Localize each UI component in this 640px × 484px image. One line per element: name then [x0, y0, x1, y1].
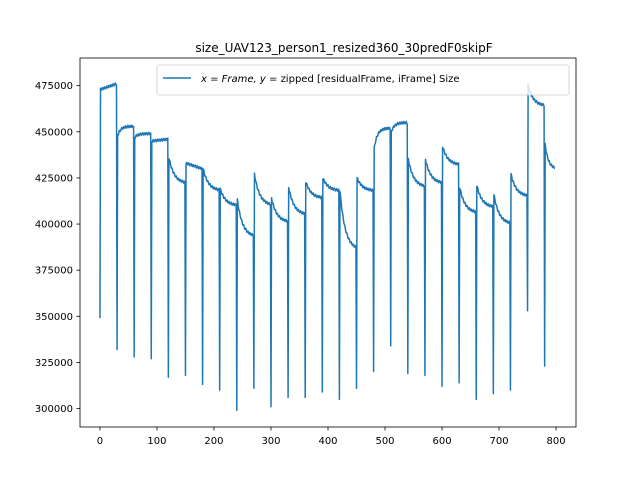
y-tick-label: 375000 [35, 266, 73, 277]
y-tick-label: 350000 [35, 312, 73, 323]
legend-label: x = Frame, y = zipped [residualFrame, iF… [200, 74, 460, 85]
y-tick-label: 450000 [35, 127, 73, 138]
chart-title: size_UAV123_person1_resized360_30predF0s… [195, 41, 492, 55]
x-tick-label: 400 [318, 436, 337, 447]
y-tick-label: 425000 [35, 173, 73, 184]
y-tick-label: 475000 [35, 81, 73, 92]
x-tick-label: 0 [97, 436, 103, 447]
series-line [99, 82, 556, 412]
x-tick-label: 300 [261, 436, 280, 447]
y-tick-label: 325000 [35, 358, 73, 369]
plot-area-frame [79, 57, 577, 428]
y-tick-label: 300000 [35, 404, 73, 415]
x-tick-label: 200 [204, 436, 223, 447]
legend-label-math: x = Frame, y = [200, 74, 281, 85]
x-axis-ticks: 0 100 200 300 400 500 600 700 800 [97, 427, 566, 447]
legend-box [156, 64, 570, 96]
legend-label-text: zipped [residualFrame, iFrame] Size [281, 74, 460, 85]
x-tick-label: 700 [489, 436, 508, 447]
y-tick-label: 400000 [35, 220, 73, 231]
x-tick-label: 800 [546, 436, 565, 447]
x-tick-label: 500 [375, 436, 394, 447]
y-axis-ticks: 300000 325000 350000 375000 400000 425000 4500… [35, 81, 80, 415]
x-tick-label: 100 [147, 436, 166, 447]
x-tick-label: 600 [432, 436, 451, 447]
legend: x = Frame, y = zipped [residualFrame, iF… [156, 64, 570, 96]
